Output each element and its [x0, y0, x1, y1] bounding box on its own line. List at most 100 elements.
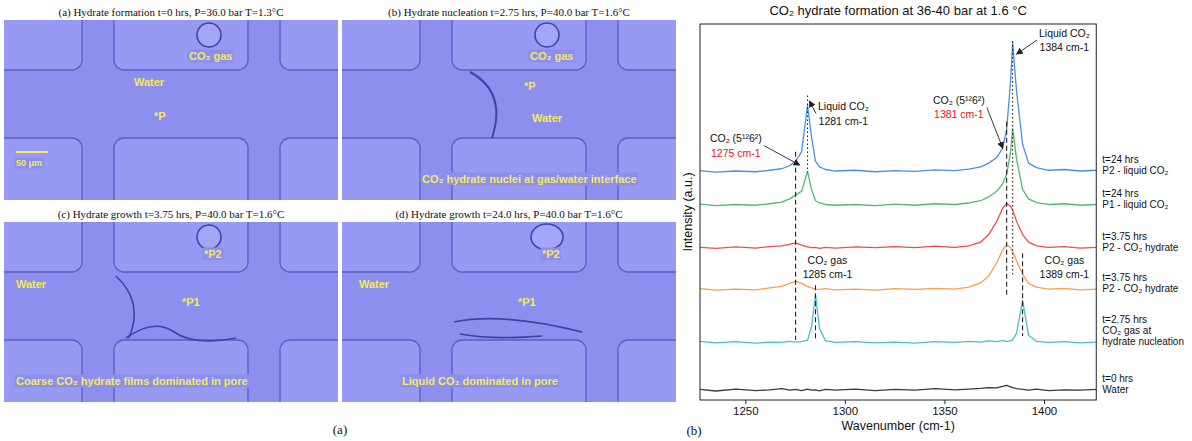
micrograph-content [4, 222, 338, 402]
micrograph-image: Water*P2*P1Liquid CO₂ dominated in pore [322, 202, 708, 430]
series-label-line: P1 - liquid CO₂ [1102, 199, 1168, 210]
annotation-label: 1389 cm-1 [1040, 268, 1090, 280]
series-label: t=3.75 hrsP2 - CO₂ hydrate [1102, 231, 1179, 253]
series-label-line: t=24 hrs [1102, 154, 1138, 165]
micrograph-label: Water [532, 112, 563, 124]
label-patch [153, 110, 168, 123]
grain [280, 20, 338, 70]
grain [114, 138, 248, 200]
label-patch [517, 296, 538, 309]
y-axis-title: Intensity (a.u.) [681, 172, 695, 251]
label-patch [710, 146, 762, 159]
annotation-text: CO₂ (5¹²6²) [710, 132, 762, 144]
pore-feature [197, 225, 221, 249]
grain [114, 20, 248, 70]
annotation-arrow [987, 107, 1003, 148]
grain [4, 340, 82, 402]
annotation-arrow [764, 146, 800, 165]
micrograph-label: *P [524, 80, 536, 92]
spectrum-line [700, 385, 1096, 391]
spectrum-line [700, 295, 1096, 344]
annotation-label: 1281 cm-1 [819, 115, 869, 127]
grain [4, 20, 82, 70]
label-patch [523, 80, 538, 93]
micrograph-content [4, 20, 338, 200]
annotation-label: 1275 cm-1 [711, 147, 761, 159]
micrograph-title: (d) Hydrate growth t=24.0 hrs, P=40.0 ba… [395, 208, 622, 221]
label-patch [401, 375, 560, 388]
label-patch [802, 267, 854, 280]
micrograph-label: *P [154, 110, 166, 122]
micrograph-label: CO₂ gas [530, 50, 573, 62]
pore-feature [454, 319, 582, 332]
annotation-line [1006, 122, 1007, 295]
grain [114, 222, 248, 272]
series-label: t=2.75 hrsCO₂ gas athydrate nucleation [1102, 314, 1184, 347]
x-tick-label: 1350 [932, 405, 958, 417]
grain [618, 138, 676, 200]
series-labels: t=0 hrsWater t=2.75 hrsCO₂ gas athydrate … [1102, 154, 1184, 395]
label-patch [1038, 26, 1091, 39]
micrograph-label: *P2 [542, 248, 560, 260]
micrograph-caption: Liquid CO₂ dominated in pore [402, 375, 558, 387]
label-patch [181, 296, 202, 309]
label-patch [933, 108, 985, 121]
series-label-line: P2 - CO₂ hydrate [1102, 283, 1179, 294]
scale-bar-label: 50 μm [16, 158, 42, 168]
micrograph-panel: (d) Hydrate growth t=24.0 hrs, P=40.0 ba… [322, 202, 708, 430]
pore-feature [460, 334, 542, 338]
series-label-line: t=3.75 hrs [1102, 231, 1147, 242]
annotation-arrow [810, 101, 816, 113]
label-patch [1044, 253, 1086, 266]
pore-feature [197, 23, 221, 47]
grain [342, 138, 420, 200]
grain [452, 340, 586, 402]
x-tick [745, 400, 746, 404]
label-patch [709, 132, 763, 145]
grain [342, 20, 420, 70]
grain [618, 222, 676, 272]
scale-bar [16, 151, 48, 153]
grain [280, 138, 338, 200]
label-patch [203, 248, 224, 261]
annotation-line [1012, 41, 1013, 276]
spectrum-line [700, 245, 1096, 290]
panel-label: (a) [333, 422, 347, 437]
label-patch [807, 253, 849, 266]
x-tick-label: 1400 [1032, 405, 1058, 417]
series-label: t=24 hrsP1 - liquid CO₂ [1102, 188, 1168, 210]
grain [618, 20, 676, 70]
annotation-line [1022, 253, 1023, 336]
series-label-line: CO₂ gas at [1102, 325, 1151, 336]
micrograph-label: Water [134, 76, 165, 88]
series-label: t=0 hrsWater [1102, 373, 1133, 395]
spectrum-line [700, 203, 1096, 248]
annotation-texts: Liquid CO₂1281 cm-1Liquid CO₂1384 cm-1CO… [709, 26, 1091, 280]
grain [342, 222, 420, 272]
series-label-line: t=3.75 hrs [1102, 272, 1147, 283]
micrograph-title: (c) Hydrate growth t=3.75 hrs, P=40.0 ba… [58, 208, 285, 221]
x-axis-title: Wavenumber (cm-1) [841, 419, 954, 433]
micrograph-content [342, 20, 676, 200]
micrograph-label: Water [359, 278, 390, 290]
micrograph-image: CO₂ gas Water *P 50 μm [0, 0, 370, 228]
panel-label: (b) [686, 423, 701, 438]
series-label-line: P2 - CO₂ hydrate [1102, 242, 1179, 253]
series-group [700, 42, 1096, 391]
label-patch [932, 94, 986, 107]
micrograph-image: Water*P2*P1Coarse CO₂ hydrate films domi… [0, 202, 370, 430]
micrograph-title: (a) Hydrate formation t=0 hrs, P=36.0 ba… [58, 6, 283, 19]
micrograph-caption: CO₂ hydrate nuclei at gas/water interfac… [422, 173, 637, 185]
pore-feature [470, 72, 496, 138]
micrograph-label: CO₂ gas [189, 50, 232, 62]
annotation-text: Liquid CO₂ [1039, 27, 1090, 39]
spectrum-line [700, 42, 1096, 172]
grain [4, 138, 82, 200]
annotation-text: CO₂ (5¹²6²) [933, 94, 985, 106]
annotation-lines [764, 40, 1037, 340]
annotation-text: CO₂ gas [808, 254, 848, 266]
annotation-text: CO₂ gas [1045, 254, 1085, 266]
label-patch [1039, 267, 1091, 280]
series-label-line: t=2.75 hrs [1102, 314, 1147, 325]
label-patch [421, 173, 639, 186]
